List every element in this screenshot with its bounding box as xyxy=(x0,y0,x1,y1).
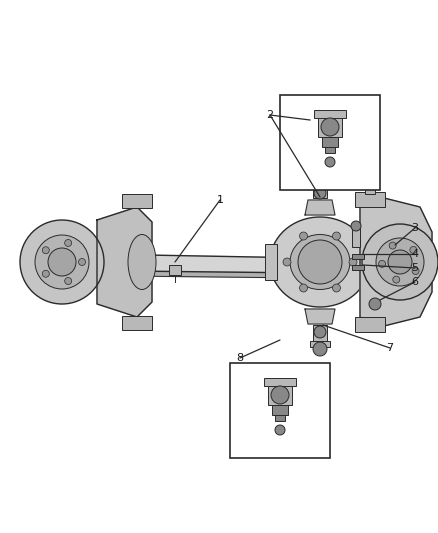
Bar xyxy=(169,265,181,275)
Text: 4: 4 xyxy=(411,249,419,259)
Text: 2: 2 xyxy=(266,110,274,120)
Bar xyxy=(264,378,296,386)
Text: 7: 7 xyxy=(386,343,394,353)
Text: 5: 5 xyxy=(411,263,418,273)
Circle shape xyxy=(321,118,339,136)
Circle shape xyxy=(349,258,357,266)
Text: 8: 8 xyxy=(237,353,244,363)
Bar xyxy=(313,180,327,198)
Bar xyxy=(272,405,288,415)
Circle shape xyxy=(362,224,438,300)
Circle shape xyxy=(300,232,307,240)
Circle shape xyxy=(271,386,289,404)
Ellipse shape xyxy=(270,217,370,307)
Bar xyxy=(314,110,346,118)
Bar xyxy=(268,383,292,405)
Circle shape xyxy=(376,238,424,286)
Circle shape xyxy=(412,268,419,274)
Circle shape xyxy=(351,221,361,231)
Polygon shape xyxy=(35,253,310,273)
Bar xyxy=(280,95,380,190)
Circle shape xyxy=(20,220,104,304)
Text: 6: 6 xyxy=(411,277,418,287)
Circle shape xyxy=(332,232,340,240)
Circle shape xyxy=(35,235,89,289)
Circle shape xyxy=(65,278,72,285)
Polygon shape xyxy=(35,270,310,278)
Circle shape xyxy=(314,187,326,199)
Polygon shape xyxy=(97,207,152,317)
Ellipse shape xyxy=(290,235,350,289)
Circle shape xyxy=(313,342,327,356)
Bar xyxy=(122,316,152,330)
Bar xyxy=(310,178,330,184)
Circle shape xyxy=(42,247,49,254)
Circle shape xyxy=(42,270,49,277)
Circle shape xyxy=(393,276,400,283)
Bar xyxy=(352,254,364,259)
Circle shape xyxy=(298,240,342,284)
Circle shape xyxy=(332,284,340,292)
Circle shape xyxy=(275,425,285,435)
Bar xyxy=(313,325,327,343)
Bar xyxy=(275,415,285,421)
Bar xyxy=(352,265,364,270)
Ellipse shape xyxy=(128,235,156,289)
Circle shape xyxy=(378,261,385,268)
Circle shape xyxy=(283,258,291,266)
Circle shape xyxy=(314,326,326,338)
Bar xyxy=(265,244,277,280)
Circle shape xyxy=(78,259,85,265)
Bar xyxy=(325,147,335,153)
Circle shape xyxy=(388,250,412,274)
Bar xyxy=(355,192,385,207)
Bar xyxy=(310,341,330,347)
Bar xyxy=(355,317,385,332)
Polygon shape xyxy=(305,309,335,324)
Circle shape xyxy=(369,298,381,310)
Bar xyxy=(365,180,375,194)
Text: 3: 3 xyxy=(411,223,418,233)
Bar xyxy=(352,227,360,247)
Circle shape xyxy=(48,248,76,276)
Bar xyxy=(322,137,338,147)
Polygon shape xyxy=(305,200,335,215)
Circle shape xyxy=(65,239,72,246)
Bar xyxy=(318,115,342,137)
Circle shape xyxy=(389,242,396,249)
Polygon shape xyxy=(360,197,432,327)
Circle shape xyxy=(365,174,375,184)
Circle shape xyxy=(325,157,335,167)
Circle shape xyxy=(410,246,417,254)
Bar xyxy=(230,363,330,458)
Text: 1: 1 xyxy=(216,195,223,205)
Bar xyxy=(122,194,152,208)
Circle shape xyxy=(300,284,307,292)
